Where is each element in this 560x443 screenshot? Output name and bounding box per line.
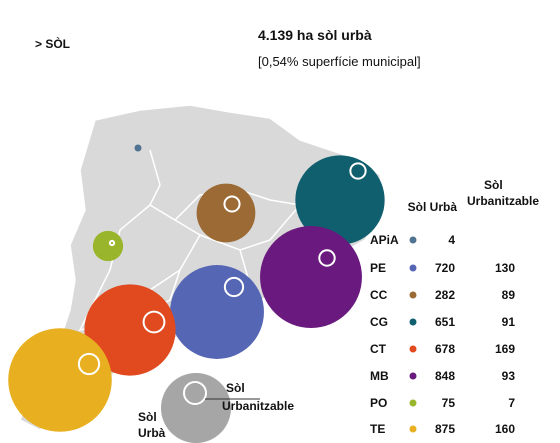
row-urba: 720 xyxy=(435,261,455,275)
row-urba: 75 xyxy=(442,396,456,410)
row-dot xyxy=(409,264,417,272)
row-urbanitzable: 93 xyxy=(502,369,516,383)
row-code: CC xyxy=(370,288,388,302)
row-code: MB xyxy=(370,369,389,383)
legend-label: Urbà xyxy=(138,426,166,440)
row-urbanitzable: 169 xyxy=(495,342,515,356)
bubble xyxy=(84,284,176,376)
bubble xyxy=(8,328,112,432)
row-urba: 651 xyxy=(435,315,455,329)
row-urbanitzable: 89 xyxy=(502,288,516,302)
legend-label: Urbanitzable xyxy=(222,399,294,413)
row-dot xyxy=(409,399,417,407)
bubble xyxy=(134,144,142,152)
subtitle: [0,54% superfície municipal] xyxy=(258,54,421,69)
row-code: PE xyxy=(370,261,386,275)
bubble-inner xyxy=(142,310,166,334)
bubble xyxy=(196,183,256,243)
section-label: > SÒL xyxy=(35,36,70,51)
bubble-inner xyxy=(223,276,245,298)
bubble-inner xyxy=(349,162,367,180)
row-code: APiA xyxy=(370,233,399,247)
row-code: CG xyxy=(370,315,388,329)
row-urba: 678 xyxy=(435,342,455,356)
row-dot xyxy=(409,372,417,380)
row-dot xyxy=(409,291,417,299)
row-urbanitzable: 130 xyxy=(495,261,515,275)
row-urba: 848 xyxy=(435,369,455,383)
row-dot xyxy=(409,425,417,433)
legend-inner-circle xyxy=(183,381,207,405)
row-dot xyxy=(409,345,417,353)
row-urba: 4 xyxy=(448,233,455,247)
legend-circle xyxy=(161,373,231,443)
bubble-inner xyxy=(108,239,116,247)
bubble-inner xyxy=(77,352,101,376)
bubble-inner xyxy=(318,249,336,267)
bubble xyxy=(92,230,124,262)
row-code: TE xyxy=(370,422,385,436)
bubble-inner xyxy=(223,195,241,213)
column-header: Urbanitzable xyxy=(467,194,539,208)
legend-label: Sòl xyxy=(226,381,245,395)
column-header: Sòl xyxy=(484,178,503,192)
bubble xyxy=(260,226,362,328)
bubble xyxy=(170,265,264,359)
row-code: PO xyxy=(370,396,387,410)
legend-label: Sòl xyxy=(138,410,157,424)
row-urba: 875 xyxy=(435,422,455,436)
row-urbanitzable: 91 xyxy=(502,315,516,329)
size-legend: Sòl Urbanitzable Sòl Urbà xyxy=(138,373,294,443)
row-dot xyxy=(409,236,417,244)
column-header: Sòl Urbà xyxy=(408,200,458,214)
row-code: CT xyxy=(370,342,387,356)
row-dot xyxy=(409,318,417,326)
row-urbanitzable: 160 xyxy=(495,422,515,436)
title: 4.139 ha sòl urbà xyxy=(258,27,372,43)
row-urba: 282 xyxy=(435,288,455,302)
row-urbanitzable: 7 xyxy=(508,396,515,410)
